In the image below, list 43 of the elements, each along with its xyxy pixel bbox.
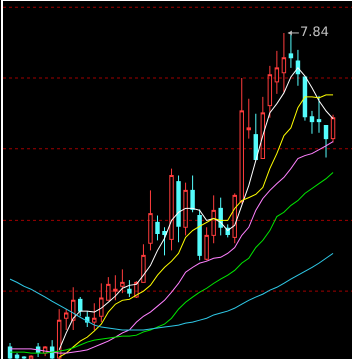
candlestick	[274, 50, 280, 94]
candlestick	[268, 65, 272, 118]
candlestick	[14, 352, 20, 359]
candlestick	[64, 308, 68, 330]
candlestick	[141, 244, 146, 283]
candlestick	[190, 174, 195, 213]
candlestick	[310, 110, 314, 134]
candlestick	[127, 280, 132, 298]
candlestick	[324, 125, 328, 158]
candlestick	[260, 96, 266, 159]
candlestick	[302, 76, 308, 122]
candlestick	[99, 282, 104, 323]
candlestick	[85, 310, 90, 328]
candlestick	[183, 182, 188, 236]
candlestick	[162, 226, 167, 256]
candlestick	[28, 354, 34, 359]
candlestick	[282, 32, 286, 94]
candlestick	[316, 95, 322, 134]
candlestick	[296, 49, 300, 86]
candlestick	[211, 194, 216, 244]
candlestick	[197, 208, 202, 261]
candlestick	[176, 174, 181, 243]
candlestick	[204, 226, 209, 261]
candlestick	[22, 356, 26, 359]
candlestick	[42, 345, 48, 357]
candlestick	[330, 114, 336, 143]
annotation: 7.84	[300, 25, 329, 40]
candlestick	[113, 274, 118, 301]
candlestick	[71, 286, 76, 330]
candlestick	[254, 113, 258, 161]
candlestick	[134, 280, 139, 299]
candlestick	[155, 215, 160, 241]
candlestick	[169, 168, 174, 251]
candlestick	[92, 302, 97, 330]
candlestick	[240, 77, 244, 204]
candlestick	[232, 192, 237, 244]
candlestick	[78, 296, 82, 317]
candlestick	[120, 268, 125, 294]
candlestick	[246, 98, 251, 140]
candlestick	[218, 197, 223, 236]
candlestick	[56, 308, 62, 359]
candlestick	[148, 190, 153, 251]
candlestick	[106, 276, 111, 301]
